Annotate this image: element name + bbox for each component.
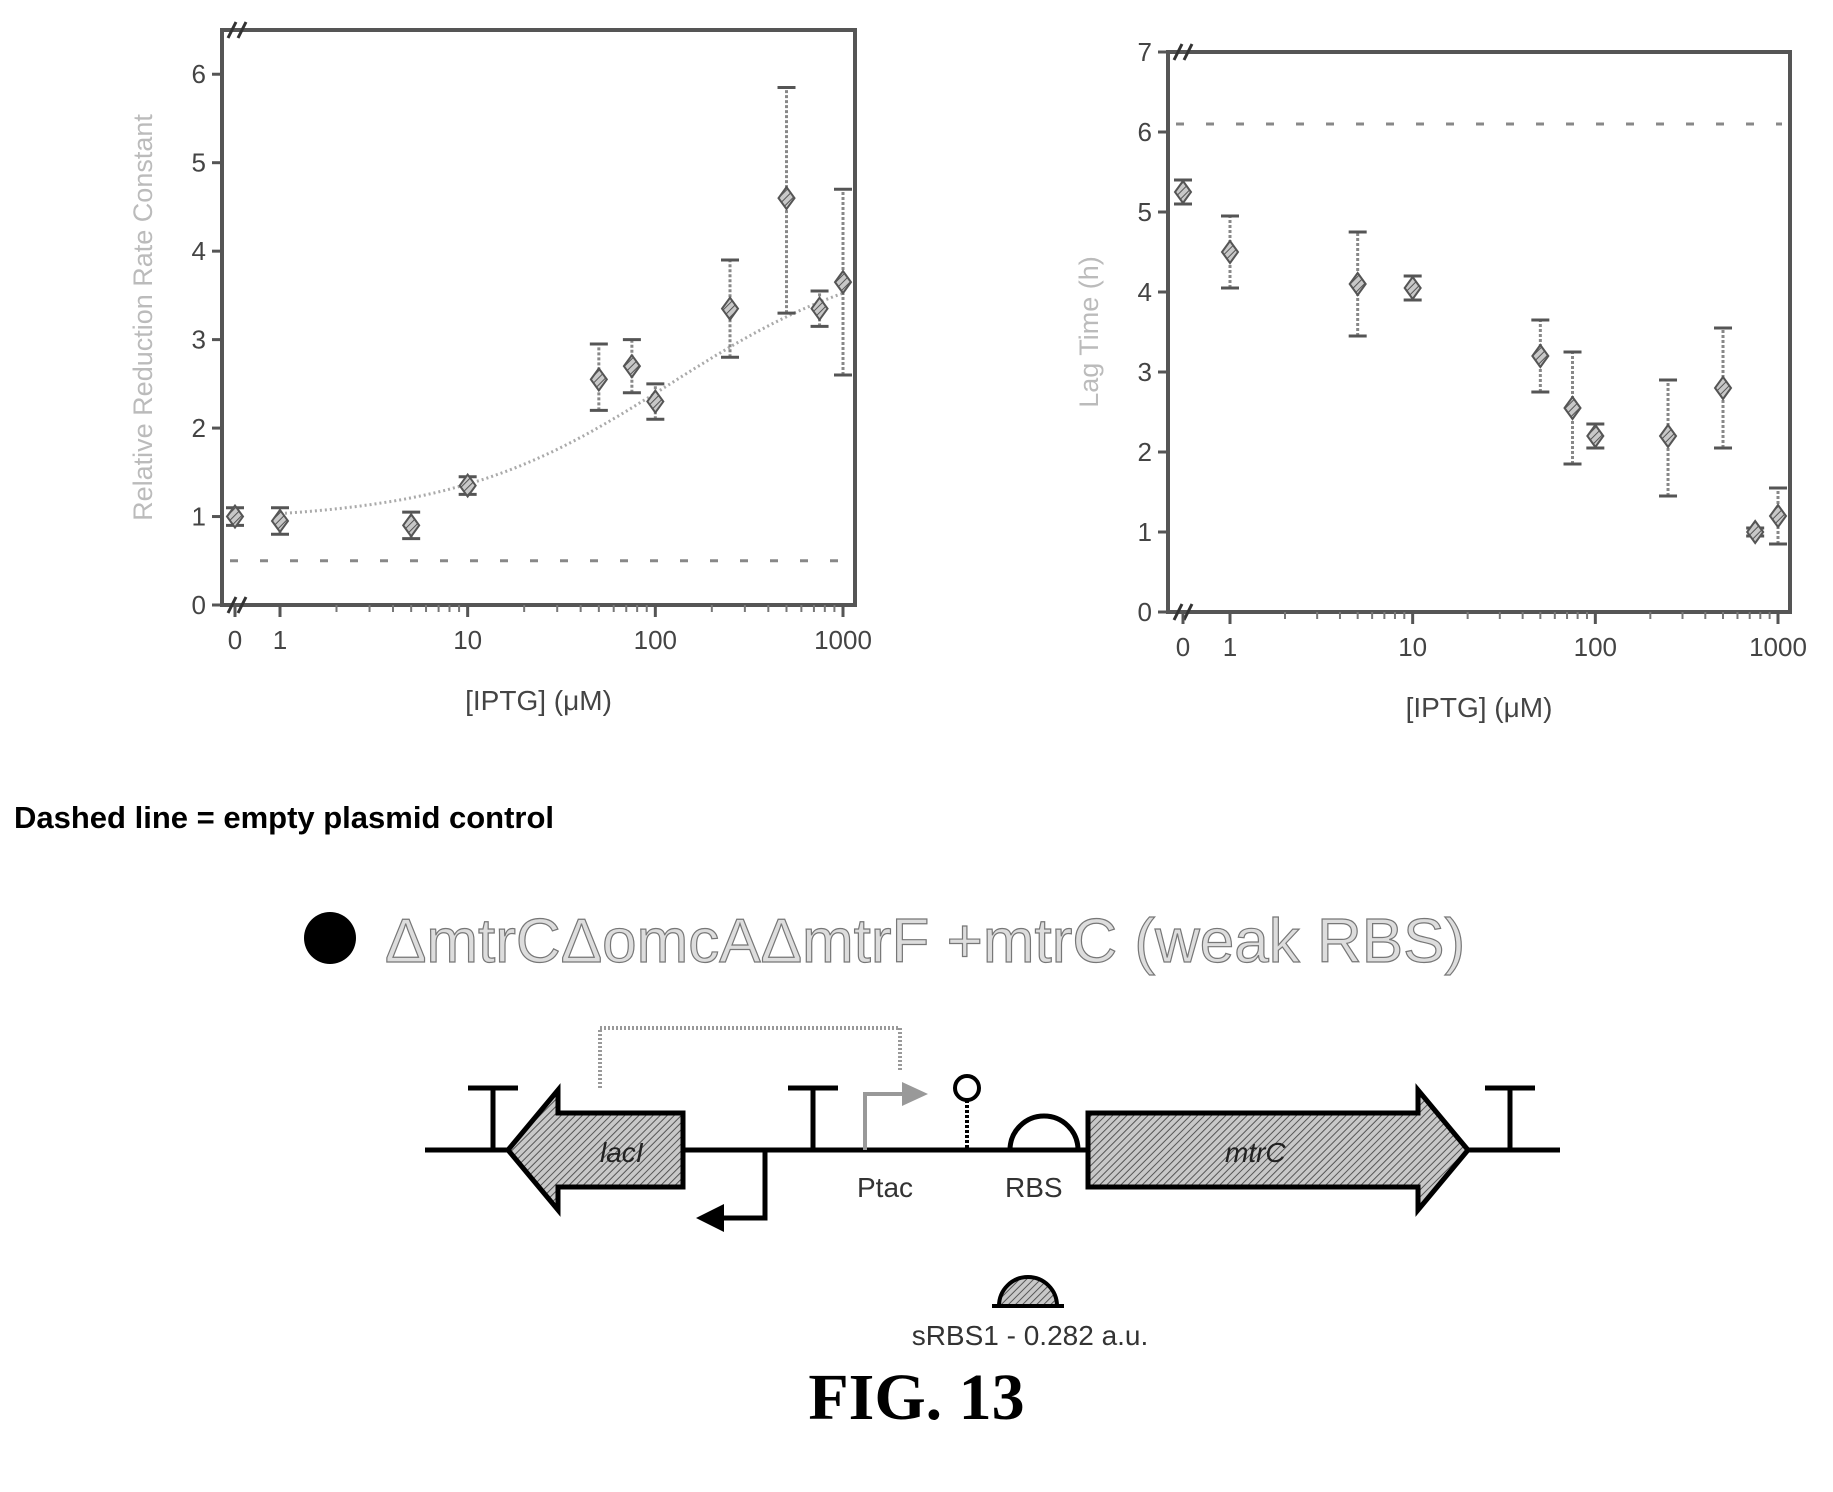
y-tick-label: 0 [192,590,206,620]
y-tick-label: 6 [1138,117,1152,147]
ptac-promoter-head [902,1082,928,1106]
data-point [1173,179,1193,205]
data-point [1531,343,1550,369]
figure-label: FIG. 13 [808,1361,1025,1434]
y-axis-label: Lag Time (h) [1074,256,1104,408]
data-point [458,472,477,499]
y-tick-label: 2 [1138,437,1152,467]
construct-diagram: lacI Ptac RBS mtrC sRBS1 - 0.282 a.u. [425,1026,1560,1351]
x-axis-label: [IPTG] (μM) [465,685,612,716]
axis-break-mark [1172,43,1184,61]
x-tick-label: 0 [228,625,242,655]
srbs1-label: sRBS1 - 0.282 a.u. [912,1320,1149,1351]
axis-break-mark [226,596,238,614]
data-point [777,185,796,211]
rbs-symbol [1007,1113,1081,1151]
mtrc-gene-arrow [1085,1083,1472,1217]
data-point [1658,423,1678,449]
y-tick-label: 6 [192,59,206,89]
data-point [1563,395,1582,421]
x-tick-label: 1000 [1749,632,1807,662]
data-point [225,503,245,530]
lag-time-chart: 0 1 2 3 4 5 6 7 0 1 10 100 1000 [IPTG] (μM) Lag Time (… [1074,37,1807,723]
axis-break-mark [226,21,238,39]
fit-curve [279,291,844,516]
laci-promoter-head [696,1204,724,1232]
data-point [646,388,665,415]
y-tick-label: 5 [192,148,206,178]
laci-gene-arrow [504,1083,686,1217]
data-point [1745,519,1765,545]
y-tick-label: 7 [1138,37,1152,67]
plot-frame [220,28,857,607]
data-point [810,295,829,322]
laci-promoter-arrow [718,1150,768,1221]
legend-marker [304,912,356,964]
data-point [1348,271,1367,297]
axis-break-mark [236,596,248,614]
y-tick-label: 0 [1138,597,1152,627]
axis-break-mark [1172,603,1184,621]
x-axis-label: [IPTG] (μM) [1406,692,1553,723]
x-tick-label: 100 [1574,632,1617,662]
data-point [1713,375,1733,401]
x-tick-label: 1000 [814,625,872,655]
data-point [1403,275,1422,301]
operator-circle [953,1074,981,1102]
y-tick-label: 1 [192,502,206,532]
x-tick-label: 0 [1176,632,1190,662]
data-point [270,508,290,534]
y-tick-label: 4 [1138,277,1152,307]
laci-label: lacI [600,1137,644,1168]
dashed-line-note: Dashed line = empty plasmid control [14,800,555,835]
y-tick-label: 3 [1138,357,1152,387]
ptac-label: Ptac [857,1172,913,1203]
y-tick-label: 3 [192,325,206,355]
srbs1-symbol [996,1275,1060,1308]
data-point [401,512,421,539]
data-point [1768,503,1788,529]
y-axis-label: Relative Reduction Rate Constant [128,114,158,521]
rbs-label: RBS [1005,1172,1063,1203]
terminator-right [1485,1085,1535,1150]
axis-break-mark [1182,603,1194,621]
data-point [589,366,609,393]
x-tick-label: 1 [273,625,287,655]
mtrc-label: mtrC [1225,1137,1286,1168]
strain-legend: ΔmtrCΔomcAΔmtrF +mtrC (weak RBS) [304,906,1466,977]
data-point [622,353,642,379]
x-tick-label: 10 [1398,632,1427,662]
y-tick-label: 4 [192,236,206,266]
data-point [833,269,853,295]
data-point [1586,423,1605,449]
terminator-left [468,1085,518,1150]
axis-break-mark [236,21,248,39]
y-tick-label: 5 [1138,197,1152,227]
y-tick-label: 2 [192,413,206,443]
ptac-promoter-arrow [863,1092,905,1150]
y-tick-label: 1 [1138,517,1152,547]
plot-frame [1166,50,1792,614]
axis-break-mark [1182,43,1194,61]
data-point [1220,239,1240,265]
x-tick-label: 1 [1223,632,1237,662]
terminator-middle [788,1085,838,1150]
data-point [720,295,740,322]
rate-constant-chart: 0 1 2 3 4 5 6 0 1 10 100 1000 [IPTG] (μM) Relative Re… [128,21,872,716]
x-tick-label: 10 [453,625,482,655]
repression-arc [598,1026,902,1088]
x-tick-label: 100 [634,625,677,655]
strain-label: ΔmtrCΔomcAΔmtrF +mtrC (weak RBS) [385,907,1465,976]
